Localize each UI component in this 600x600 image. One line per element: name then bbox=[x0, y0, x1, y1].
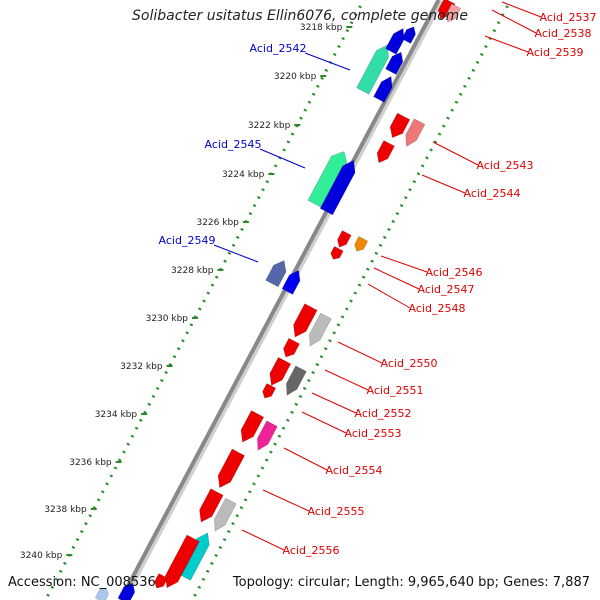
label-leader bbox=[501, 1, 542, 18]
gene-reverse-block bbox=[262, 383, 277, 399]
label-leader bbox=[324, 369, 369, 391]
label-leader bbox=[380, 255, 428, 273]
gene-reverse-block bbox=[154, 573, 169, 589]
gene-reverse-block bbox=[389, 112, 411, 139]
label-leader bbox=[311, 392, 357, 414]
label-leader bbox=[484, 35, 529, 53]
gene-reverse-block bbox=[405, 118, 426, 147]
tick-label: 3234 kbp bbox=[95, 410, 138, 420]
gene-label-reverse: Acid_2554 bbox=[326, 464, 383, 477]
gene-label-reverse: Acid_2538 bbox=[535, 27, 592, 40]
gene-forward-block bbox=[117, 582, 136, 600]
gene-forward-block bbox=[401, 26, 416, 44]
gene-forward-block bbox=[385, 51, 404, 75]
label-leader bbox=[259, 148, 306, 169]
tick-label: 3218 kbp bbox=[300, 23, 343, 33]
backbone-line bbox=[118, 0, 441, 600]
gene-forward-block bbox=[356, 44, 389, 95]
gene-label-forward: Acid_2549 bbox=[159, 234, 216, 247]
gene-reverse-block bbox=[165, 534, 200, 589]
gene-label-reverse: Acid_2537 bbox=[540, 11, 597, 24]
gene-label-reverse: Acid_2544 bbox=[464, 187, 521, 200]
gene-label-reverse: Acid_2551 bbox=[367, 384, 424, 397]
label-leader bbox=[283, 447, 328, 471]
gene-forward-block bbox=[385, 28, 405, 55]
map-title: Solibacter usitatus Ellin6076, complete … bbox=[132, 8, 468, 24]
accession-label: Accession: NC_008536 bbox=[8, 575, 156, 590]
tick-label: 3230 kbp bbox=[146, 314, 189, 324]
gene-reverse-block bbox=[337, 230, 352, 248]
gene-reverse-block bbox=[330, 245, 344, 260]
gene-reverse-block bbox=[217, 448, 245, 489]
gene-reverse-block bbox=[446, 3, 462, 23]
label-leader bbox=[262, 489, 310, 512]
label-leader bbox=[491, 9, 537, 34]
gene-forward-block bbox=[265, 260, 287, 288]
tick-label: 3226 kbp bbox=[196, 218, 239, 228]
gene-reverse-block bbox=[257, 420, 278, 451]
gene-reverse-block bbox=[309, 312, 332, 347]
gene-label-reverse: Acid_2553 bbox=[345, 427, 402, 440]
label-leader bbox=[337, 341, 383, 364]
tick-label: 3222 kbp bbox=[248, 121, 291, 131]
label-leader bbox=[301, 411, 347, 434]
gene-reverse-block bbox=[199, 488, 224, 523]
gene-label-forward: Acid_2545 bbox=[205, 138, 262, 151]
label-leader bbox=[241, 529, 285, 551]
gene-reverse-block bbox=[283, 337, 300, 358]
tick-label: 3228 kbp bbox=[171, 266, 214, 276]
gene-label-reverse: Acid_2555 bbox=[308, 505, 365, 518]
gene-reverse-block bbox=[354, 236, 369, 252]
gene-label-reverse: Acid_2539 bbox=[527, 46, 584, 59]
gene-label-reverse: Acid_2552 bbox=[355, 407, 412, 420]
tick-label: 3240 kbp bbox=[20, 551, 63, 561]
gene-label-reverse: Acid_2556 bbox=[283, 544, 340, 557]
topology-label: Topology: circular; Length: 9,965,640 bp… bbox=[232, 575, 590, 590]
tick-label: 3224 kbp bbox=[222, 170, 265, 180]
label-leader bbox=[421, 174, 466, 194]
gene-forward-block bbox=[319, 159, 356, 216]
gene-label-reverse: Acid_2548 bbox=[409, 302, 466, 315]
gene-label-reverse: Acid_2543 bbox=[477, 159, 534, 172]
label-leader bbox=[367, 283, 411, 309]
gene-label-reverse: Acid_2550 bbox=[381, 357, 438, 370]
gene-reverse-block bbox=[286, 365, 307, 396]
tick-label: 3236 kbp bbox=[69, 458, 112, 468]
gene-reverse-block bbox=[376, 140, 395, 164]
tick-label: 3238 kbp bbox=[44, 505, 87, 515]
gene-forward-block bbox=[281, 269, 301, 295]
gene-reverse-block bbox=[240, 410, 265, 443]
gene-reverse-block bbox=[437, 0, 456, 20]
gene-label-reverse: Acid_2546 bbox=[426, 266, 483, 279]
tick-label: 3220 kbp bbox=[274, 72, 317, 82]
gene-forward-block bbox=[373, 76, 393, 103]
gene-reverse-block bbox=[293, 303, 318, 338]
gene-label-forward: Acid_2542 bbox=[250, 42, 307, 55]
gene-forward-block bbox=[94, 587, 109, 600]
tick-label: 3232 kbp bbox=[120, 362, 163, 372]
label-leader bbox=[213, 244, 259, 263]
label-leader bbox=[432, 141, 479, 166]
gene-reverse-block bbox=[269, 356, 292, 386]
gene-reverse-block bbox=[214, 497, 237, 532]
label-leader bbox=[304, 52, 351, 71]
label-leader bbox=[373, 267, 420, 290]
gene-label-reverse: Acid_2547 bbox=[418, 283, 475, 296]
